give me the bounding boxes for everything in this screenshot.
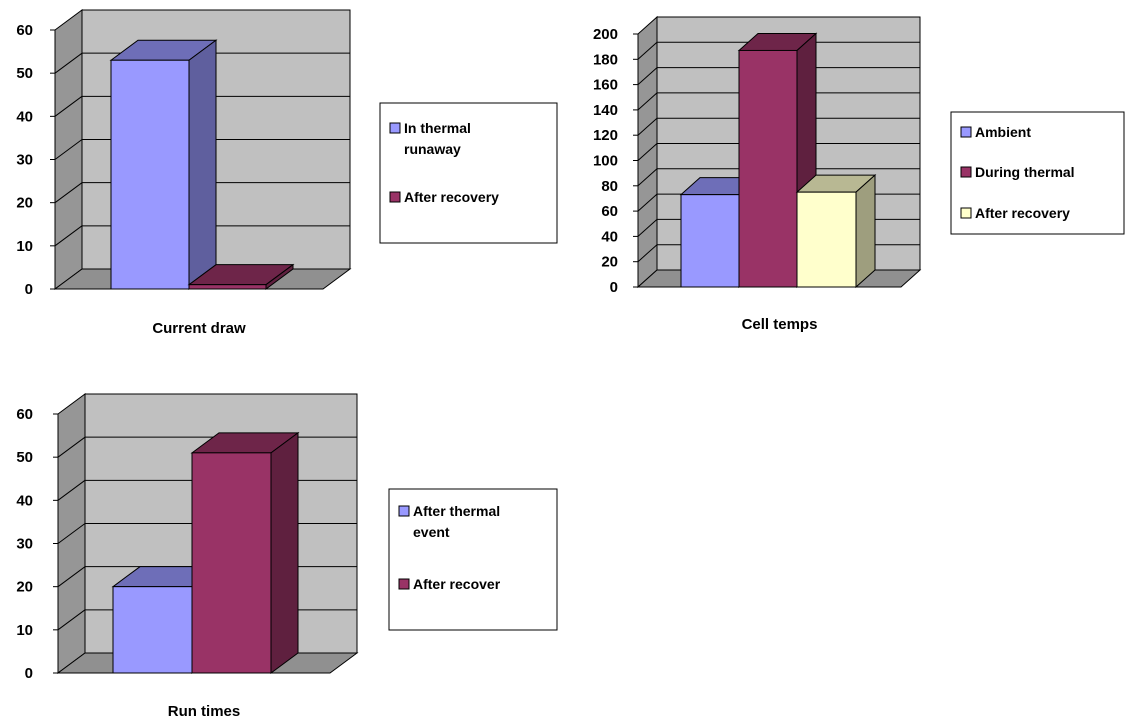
legend-item: After recover	[398, 576, 501, 592]
legend: After thermal event After recover	[388, 488, 558, 631]
legend-label: After thermal	[413, 503, 500, 519]
x-axis-label: Cell temps	[742, 316, 818, 333]
y-tick-label: 0	[25, 665, 33, 682]
y-tick-label: 10	[16, 238, 33, 255]
legend-label: runaway	[404, 141, 461, 157]
gridline-side	[54, 52, 83, 74]
gridline-side	[57, 523, 86, 544]
gridline-side	[57, 436, 86, 458]
bar-front	[680, 194, 740, 288]
y-tick-label: 20	[16, 195, 33, 212]
gridline-side	[637, 168, 658, 187]
legend: Ambient During thermal After recovery	[950, 111, 1125, 235]
gridline-side	[57, 609, 86, 631]
chart-1: 0 10 20 30 40 50 60 Current draw In thermal runaw…	[16, 9, 558, 337]
bar-2	[190, 431, 300, 674]
x-axis-label: Current draw	[152, 320, 246, 337]
legend-item: After recovery	[389, 189, 499, 205]
legend-swatch	[398, 505, 410, 517]
gridline-side	[54, 182, 83, 204]
bar-front	[188, 284, 267, 290]
y-tick-label: 0	[610, 279, 618, 296]
gridline-side	[637, 244, 658, 263]
y-tick-label: 50	[16, 449, 33, 466]
y-tick-label: 160	[593, 77, 618, 94]
y-tick-label: 20	[16, 579, 33, 596]
bar-front	[738, 49, 798, 288]
y-tick-label: 140	[593, 102, 618, 119]
gridline-side	[637, 92, 658, 111]
bar-front	[110, 59, 190, 290]
gridline-side	[54, 225, 83, 247]
legend-box	[379, 102, 558, 244]
y-tick-label: 120	[593, 127, 618, 144]
legend-label: After recovery	[975, 205, 1070, 221]
bar-side	[188, 39, 217, 290]
legend-swatch	[398, 578, 410, 590]
y-tick-label: 40	[16, 108, 33, 125]
legend-label: During thermal	[975, 164, 1075, 180]
y-tick-label: 60	[601, 203, 618, 220]
chart-2: 0 20 40 60 80 100 120 140 160 180 200 Cell temps Amb…	[593, 15, 1125, 333]
legend-item: Ambient	[960, 124, 1031, 140]
legend-swatch	[960, 207, 972, 219]
legend-box	[950, 111, 1125, 235]
bar-side	[855, 174, 876, 289]
y-tick-label: 30	[16, 536, 33, 553]
legend-swatch	[960, 126, 972, 138]
gridline-side	[637, 219, 658, 237]
bar-side	[270, 431, 299, 674]
gridline-side	[57, 479, 86, 501]
legend-item: After thermal event	[398, 503, 500, 540]
legend-swatch	[389, 191, 401, 203]
legend: In thermal runaway After recovery	[379, 102, 558, 244]
y-tick-label: 60	[16, 406, 33, 423]
y-tick-label: 30	[16, 152, 33, 169]
y-tick-label: 50	[16, 65, 33, 82]
gridline-side	[637, 67, 658, 85]
bar-front	[191, 452, 272, 674]
y-tick-label: 180	[593, 51, 618, 68]
gridline-side	[54, 95, 83, 117]
legend-label: After recovery	[404, 189, 499, 205]
legend-item: During thermal	[960, 164, 1075, 180]
gridline-side	[57, 566, 86, 588]
y-tick-label: 40	[16, 492, 33, 509]
y-tick-label: 0	[25, 281, 33, 298]
bar-2	[187, 263, 295, 290]
legend-item: In thermal runaway	[389, 120, 471, 157]
legend-label: After recover	[413, 576, 501, 592]
y-tick-label: 60	[16, 22, 33, 39]
y-tick-label: 100	[593, 153, 618, 170]
bar-1	[109, 39, 218, 290]
legend-item: After recovery	[960, 205, 1070, 221]
y-tick-label: 80	[601, 178, 618, 195]
bar-3	[795, 174, 877, 289]
legend-label: In thermal	[404, 120, 471, 136]
legend-label: event	[413, 524, 450, 540]
legend-box	[388, 488, 558, 631]
gridline-side	[637, 193, 658, 212]
gridline-side	[637, 41, 658, 60]
y-tick-label: 10	[16, 622, 33, 639]
gridline-side	[637, 117, 658, 136]
legend-swatch	[389, 122, 401, 134]
legend-label: Ambient	[975, 124, 1031, 140]
bar-front	[112, 586, 193, 674]
legend-swatch	[960, 166, 972, 178]
chart-3: 0 10 20 30 40 50 60 Run times After thermal event…	[16, 393, 558, 720]
gridline-side	[54, 139, 83, 160]
bar-front	[796, 191, 857, 288]
x-axis-label: Run times	[168, 703, 241, 720]
gridline-side	[637, 143, 658, 161]
y-tick-label: 40	[601, 228, 618, 245]
y-tick-label: 200	[593, 26, 618, 43]
y-tick-label: 20	[601, 254, 618, 271]
